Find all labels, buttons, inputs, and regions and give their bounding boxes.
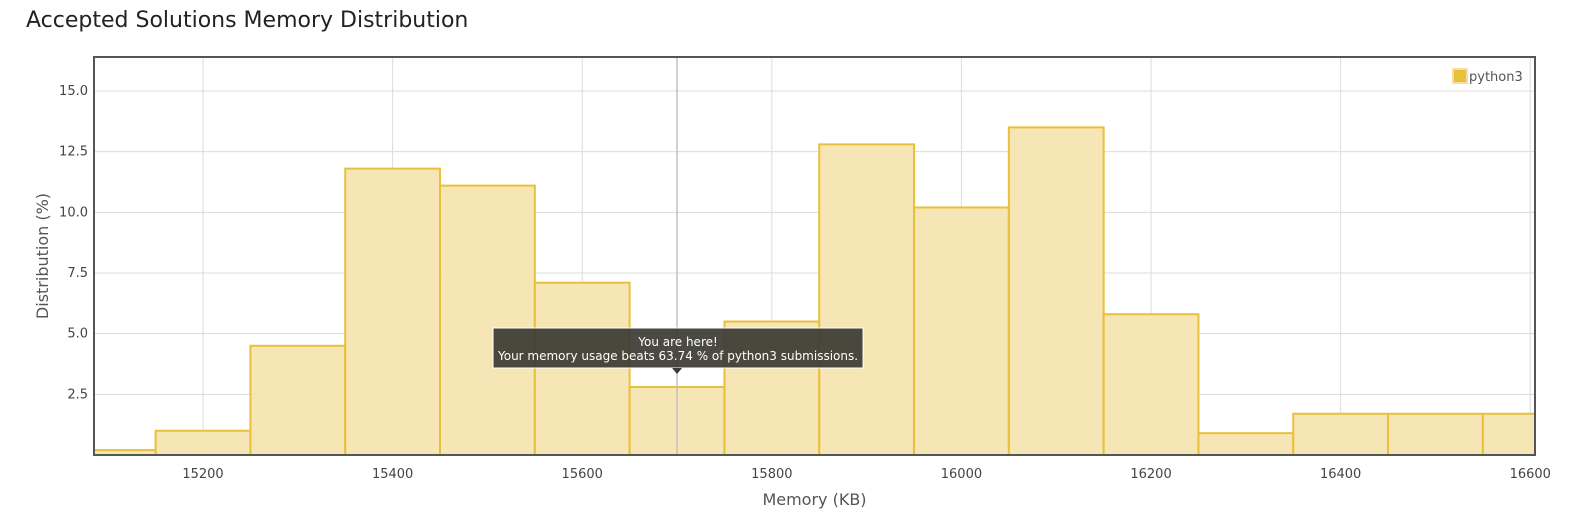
x-axis-title: Memory (KB) [762, 490, 866, 509]
y-axis-title: Distribution (%) [33, 193, 52, 319]
histogram-bar[interactable] [154, 429, 252, 457]
histogram-bar[interactable] [533, 281, 631, 456]
y-tick-label: 15.0 [59, 84, 88, 99]
tooltip-message: Your memory usage beats 63.74 % of pytho… [497, 349, 858, 363]
plot-frame [93, 56, 1536, 456]
histogram-bar[interactable] [818, 143, 916, 457]
histogram-bar[interactable] [913, 206, 1010, 456]
legend-swatch [1452, 68, 1468, 84]
y-tick-label: 10.0 [59, 205, 88, 220]
tooltip-pointer [672, 368, 683, 374]
histogram-bar[interactable] [1102, 313, 1200, 456]
histogram-bar[interactable] [249, 344, 347, 457]
y-tick-label: 12.5 [59, 145, 88, 160]
x-tick-label: 15600 [562, 467, 603, 482]
y-tick-label: 2.5 [67, 387, 88, 402]
x-tick-label: 16200 [1130, 467, 1171, 482]
histogram-bar[interactable] [1197, 432, 1295, 457]
chart-title: Accepted Solutions Memory Distribution [26, 8, 469, 33]
histogram-bar[interactable] [1007, 126, 1105, 456]
x-tick-label: 16000 [941, 467, 982, 482]
tooltip-box [492, 327, 864, 369]
histogram-bar[interactable] [439, 184, 536, 456]
x-tick-label: 16600 [1510, 467, 1551, 482]
histogram-bar[interactable] [1292, 412, 1390, 456]
y-tick-label: 5.0 [67, 327, 88, 342]
histogram-bar[interactable] [1481, 412, 1536, 456]
y-tick-label: 7.5 [67, 266, 88, 281]
x-tick-label: 15400 [372, 467, 413, 482]
histogram-bar[interactable] [344, 167, 442, 456]
x-tick-label: 15200 [182, 467, 223, 482]
tooltip-title: You are here! [637, 335, 718, 349]
histogram-bar[interactable] [1387, 412, 1484, 456]
legend-label: python3 [1469, 70, 1523, 85]
x-tick-label: 16400 [1320, 467, 1361, 482]
x-tick-label: 15800 [751, 467, 792, 482]
